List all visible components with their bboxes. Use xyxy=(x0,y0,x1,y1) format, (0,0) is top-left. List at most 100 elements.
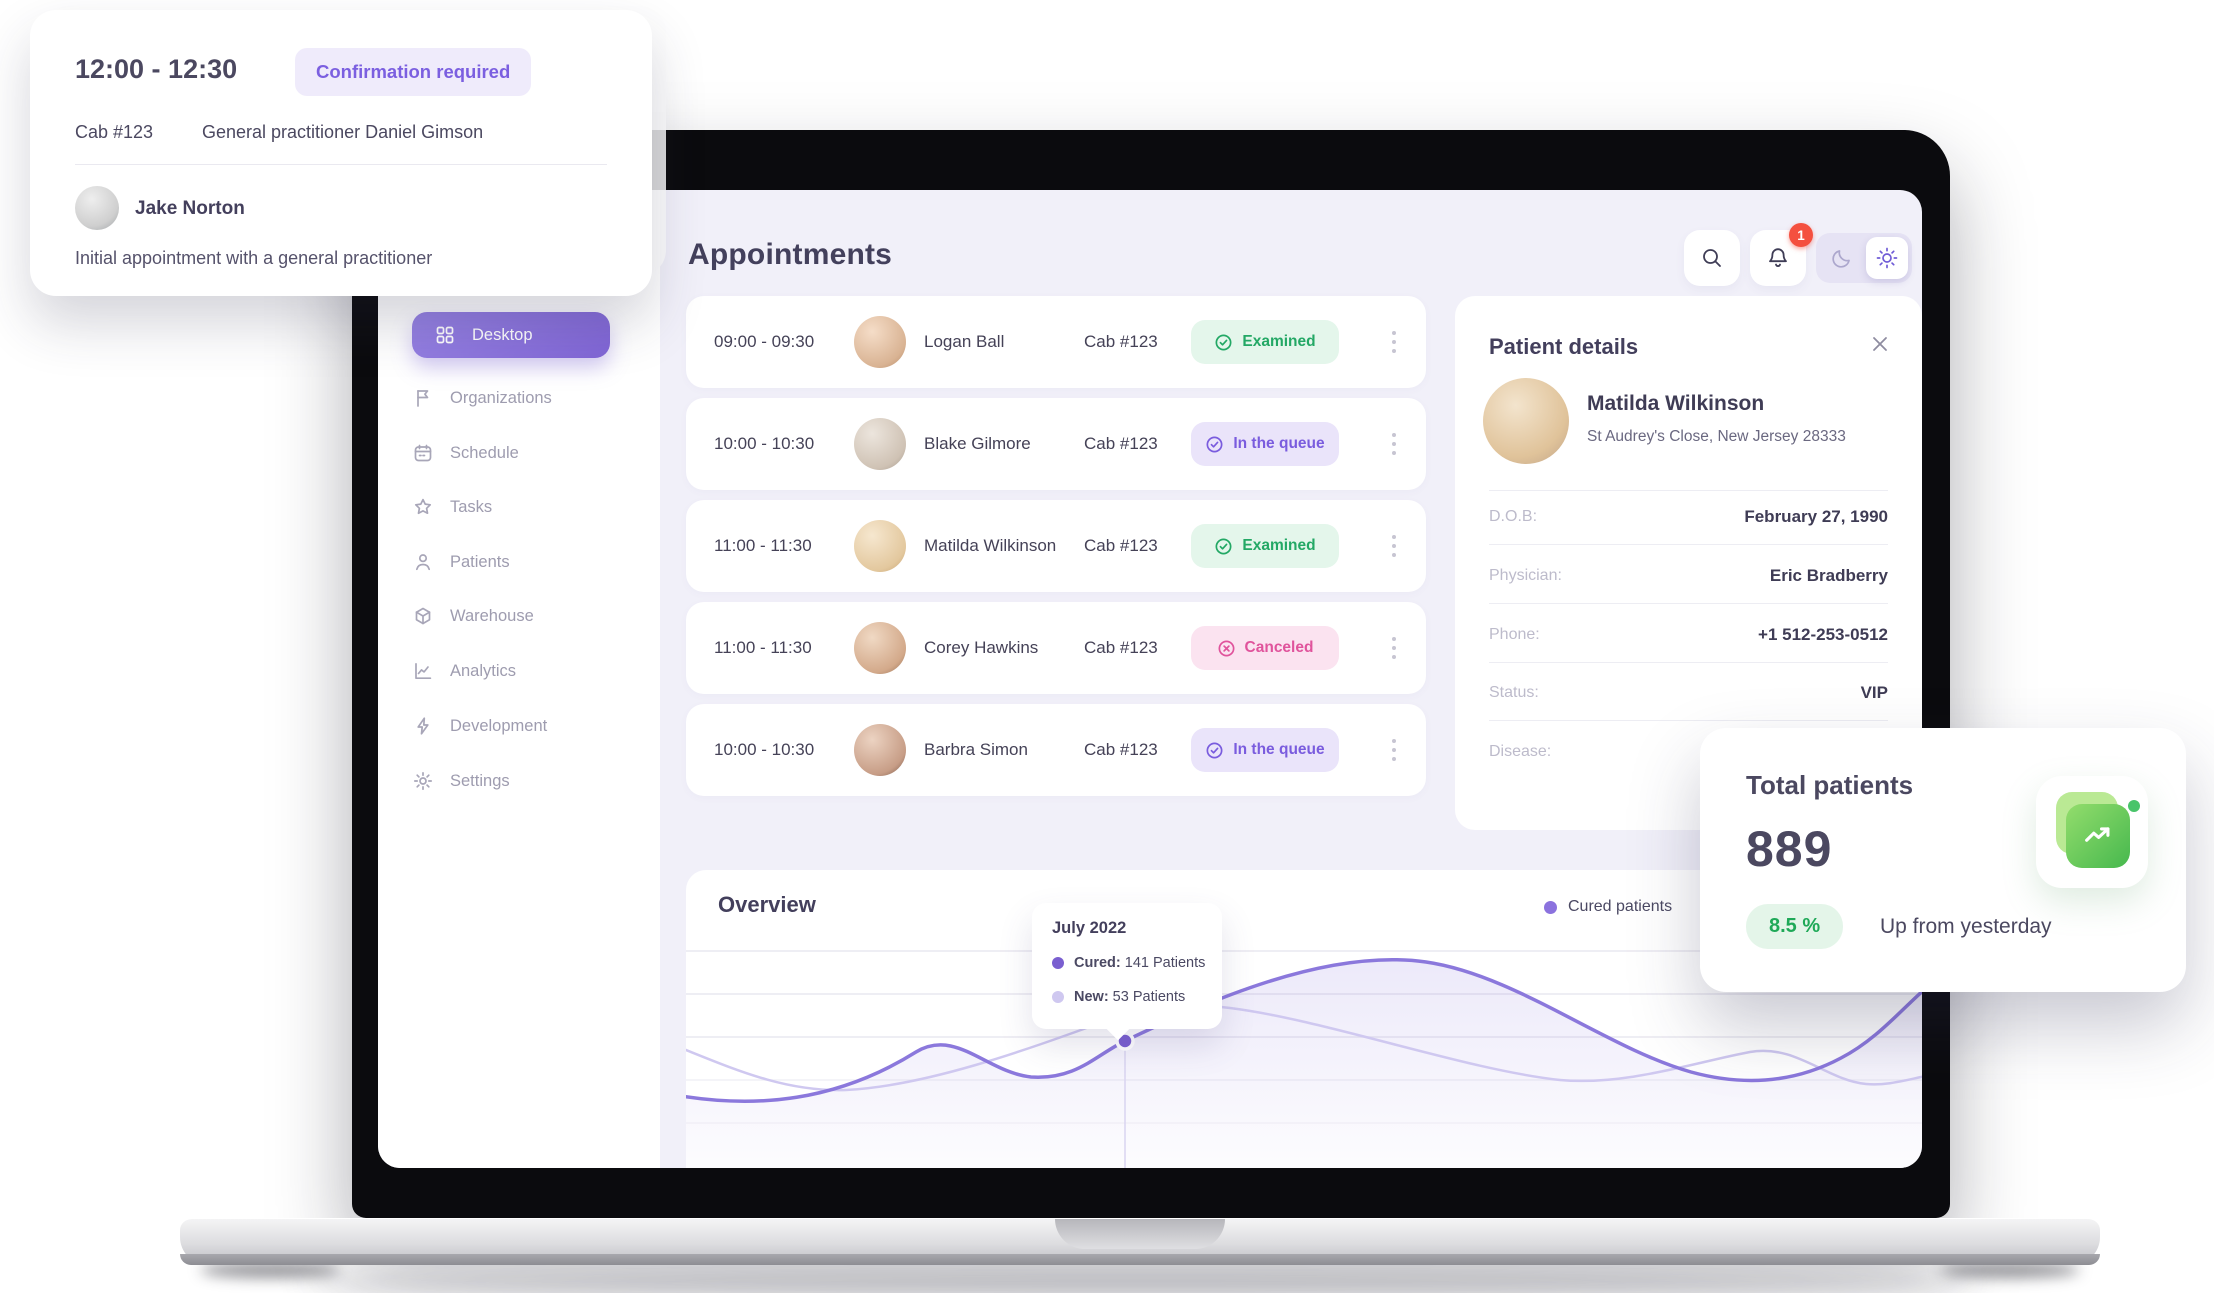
confirmation-badge: Confirmation required xyxy=(295,48,532,96)
sidebar-item-label: Settings xyxy=(450,771,510,790)
cab-number: Cab #123 xyxy=(1084,434,1158,453)
cab-number: Cab #123 xyxy=(1084,638,1158,657)
line-chart-icon xyxy=(412,660,434,682)
field-value: VIP xyxy=(1860,683,1888,702)
search-icon xyxy=(1703,249,1721,267)
x-circle-icon xyxy=(1218,640,1235,656)
sidebar-item-schedule[interactable]: Schedule xyxy=(412,430,632,476)
status-badge: Examined xyxy=(1191,524,1339,568)
status-badge: Examined xyxy=(1191,320,1339,364)
theme-toggle[interactable] xyxy=(1816,233,1912,283)
patient-address: St Audrey's Close, New Jersey 28333 xyxy=(1587,428,1846,445)
sidebar-item-desktop[interactable]: Desktop xyxy=(412,312,610,358)
row-menu-button[interactable] xyxy=(1374,424,1414,464)
sidebar-item-organizations[interactable]: Organizations xyxy=(412,375,632,421)
divider xyxy=(1489,720,1888,721)
person-icon xyxy=(412,551,434,573)
field-label: Disease: xyxy=(1489,743,1552,760)
popup-practitioner: General practitioner Daniel Gimson xyxy=(202,122,484,142)
search-button[interactable] xyxy=(1684,230,1740,286)
trend-up-icon xyxy=(2066,804,2130,868)
page-title: Appointments xyxy=(688,238,893,271)
patient-details-panel: Patient details Matilda Wilkinson St Aud… xyxy=(1455,296,1922,830)
sidebar-item-patients[interactable]: Patients xyxy=(412,539,632,585)
gear-icon xyxy=(412,770,434,792)
check-circle-icon xyxy=(1206,742,1223,758)
appointment-time: 11:00 - 11:30 xyxy=(714,536,812,555)
row-menu-button[interactable] xyxy=(1374,526,1414,566)
cured-dot-icon xyxy=(1052,957,1064,969)
cab-number: Cab #123 xyxy=(1084,536,1158,555)
sidebar-item-tasks[interactable]: Tasks xyxy=(412,484,632,530)
avatar xyxy=(854,418,906,470)
light-mode-button[interactable] xyxy=(1866,237,1908,279)
row-menu-button[interactable] xyxy=(1374,322,1414,362)
sidebar-item-label: Patients xyxy=(450,552,510,571)
patient-name: Logan Ball xyxy=(924,332,1005,351)
box-icon xyxy=(412,605,434,627)
field-label: Physician: xyxy=(1489,567,1562,584)
patient-name: Matilda Wilkinson xyxy=(924,536,1057,555)
close-icon xyxy=(1873,337,1887,351)
legend-dot-icon xyxy=(1544,900,1557,914)
appointment-time: 10:00 - 10:30 xyxy=(714,740,815,759)
appointment-time: 09:00 - 09:30 xyxy=(714,332,815,351)
avatar xyxy=(854,520,906,572)
cab-number: Cab #123 xyxy=(1084,740,1158,759)
row-menu-button[interactable] xyxy=(1374,730,1414,770)
row-menu-button[interactable] xyxy=(1374,628,1414,668)
appointment-row[interactable]: 10:00 - 10:30 Barbra Simon Cab #123 In t… xyxy=(686,704,1426,796)
close-button[interactable] xyxy=(1864,328,1896,360)
tooltip-row: New: 53 Patients xyxy=(1052,989,1185,1005)
appointment-time: 11:00 - 11:30 xyxy=(714,638,812,657)
sidebar-item-label: Tasks xyxy=(450,497,493,516)
sidebar-item-development[interactable]: Development xyxy=(412,703,632,749)
cab-number: Cab #123 xyxy=(1084,332,1158,351)
notifications-button[interactable]: 1 xyxy=(1750,223,1813,286)
laptop-base-edge xyxy=(180,1254,2100,1265)
appointment-row[interactable]: 11:00 - 11:30 Matilda Wilkinson Cab #123… xyxy=(686,500,1426,592)
appointment-row[interactable]: 10:00 - 10:30 Blake Gilmore Cab #123 In … xyxy=(686,398,1426,490)
tooltip-row: Cured: 141 Patients xyxy=(1052,955,1205,971)
field-label: D.O.B: xyxy=(1489,508,1538,525)
lightning-icon xyxy=(412,715,434,737)
patient-name: Barbra Simon xyxy=(924,740,1028,759)
avatar xyxy=(854,724,906,776)
check-circle-icon xyxy=(1215,538,1232,554)
check-circle-icon xyxy=(1215,334,1232,350)
sidebar-item-settings[interactable]: Settings xyxy=(412,758,632,804)
stat-value: 889 xyxy=(1746,821,1833,877)
calendar-icon xyxy=(412,442,434,464)
laptop-shadow xyxy=(300,1272,1980,1293)
popup-patient-name: Jake Norton xyxy=(135,198,245,219)
stat-dot-icon xyxy=(2128,800,2140,812)
laptop-base-notch xyxy=(1055,1219,1225,1249)
sidebar-item-warehouse[interactable]: Warehouse xyxy=(412,593,632,639)
appointment-popup: 12:00 - 12:30 Confirmation required Cab … xyxy=(30,10,652,296)
field-value: February 27, 1990 xyxy=(1744,507,1888,526)
appointment-row[interactable]: 11:00 - 11:30 Corey Hawkins Cab #123 Can… xyxy=(686,602,1426,694)
sidebar-item-label: Warehouse xyxy=(450,606,534,625)
flag-icon xyxy=(412,387,434,409)
patient-name: Corey Hawkins xyxy=(924,638,1039,657)
patient-name: Blake Gilmore xyxy=(924,434,1031,453)
laptop-foot-shadow-right xyxy=(1940,1262,2080,1278)
overview-title: Overview xyxy=(718,892,816,917)
sidebar-item-analytics[interactable]: Analytics xyxy=(412,648,632,694)
field-label: Phone: xyxy=(1489,626,1540,643)
popup-cab: Cab #123 xyxy=(75,122,154,142)
stat-icon-box xyxy=(2036,776,2148,888)
popup-time-range: 12:00 - 12:30 xyxy=(75,54,238,84)
star-icon xyxy=(412,496,434,518)
moon-icon[interactable] xyxy=(1830,246,1854,275)
appointment-row[interactable]: 09:00 - 09:30 Logan Ball Cab #123 Examin… xyxy=(686,296,1426,388)
panel-title: Patient details xyxy=(1489,334,1639,359)
patient-name: Matilda Wilkinson xyxy=(1587,392,1765,415)
stat-note: Up from yesterday xyxy=(1880,915,2052,938)
check-circle-icon xyxy=(1206,436,1223,452)
divider xyxy=(1489,490,1888,491)
new-dot-icon xyxy=(1052,991,1064,1003)
sidebar-item-label: Schedule xyxy=(450,443,519,462)
status-badge: Canceled xyxy=(1191,626,1339,670)
